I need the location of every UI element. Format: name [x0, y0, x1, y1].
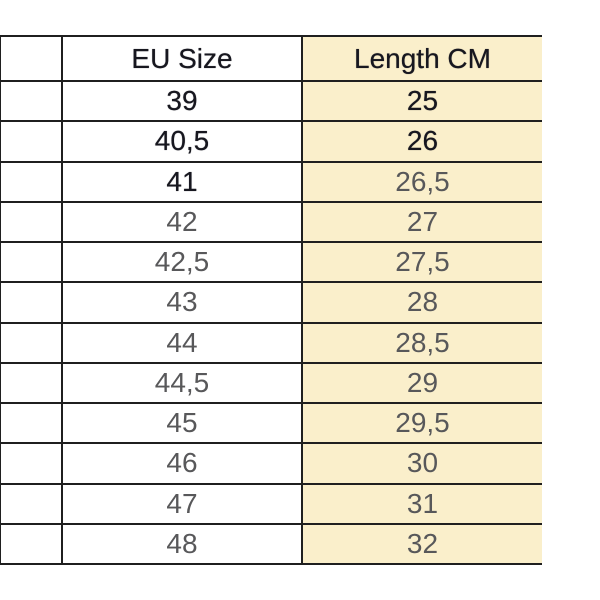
stub-cell — [0, 361, 63, 405]
table-row: 42 27 — [0, 200, 542, 244]
stub-cell — [0, 482, 63, 525]
eu-size-column-header: EU Size — [61, 35, 303, 82]
length-cm-cell: 28,5 — [301, 321, 542, 364]
stub-cell — [0, 200, 63, 244]
table-row: 45 29,5 — [0, 401, 542, 445]
length-cm-cell: 26,5 — [301, 160, 542, 203]
table-row: 40,5 26 — [0, 120, 542, 163]
length-cm-cell: 25 — [301, 79, 542, 123]
eu-size-cell: 45 — [61, 401, 303, 445]
eu-size-cell: 43 — [61, 281, 303, 324]
eu-size-cell: 41 — [61, 160, 303, 203]
stub-column-header — [0, 35, 63, 82]
eu-size-cell: 39 — [61, 79, 303, 123]
stub-cell — [0, 240, 63, 284]
stub-cell — [0, 442, 63, 485]
table-row: 46 30 — [0, 442, 542, 485]
stub-cell — [0, 79, 63, 123]
eu-size-cell: 44,5 — [61, 361, 303, 405]
size-chart-table: EU Size Length CM 39 25 40,5 26 41 26,5 … — [0, 35, 542, 566]
stub-cell — [0, 160, 63, 203]
table-row: 44 28,5 — [0, 321, 542, 364]
eu-size-cell: 40,5 — [61, 120, 303, 163]
length-cm-cell: 32 — [301, 522, 542, 566]
length-cm-cell: 29 — [301, 361, 542, 405]
stub-cell — [0, 120, 63, 163]
length-cm-cell: 31 — [301, 482, 542, 525]
length-cm-column-header: Length CM — [301, 35, 542, 82]
eu-size-cell: 46 — [61, 442, 303, 485]
stub-cell — [0, 401, 63, 445]
table-row: 48 32 — [0, 522, 542, 566]
eu-size-cell: 48 — [61, 522, 303, 566]
length-cm-cell: 26 — [301, 120, 542, 163]
length-cm-cell: 30 — [301, 442, 542, 485]
eu-size-cell: 42,5 — [61, 240, 303, 284]
table-row: 44,5 29 — [0, 361, 542, 405]
length-cm-cell: 27,5 — [301, 240, 542, 284]
length-cm-cell: 28 — [301, 281, 542, 324]
length-cm-cell: 27 — [301, 200, 542, 244]
table-row: 42,5 27,5 — [0, 240, 542, 284]
table-row: 47 31 — [0, 482, 542, 525]
eu-size-cell: 44 — [61, 321, 303, 364]
table-row: 43 28 — [0, 281, 542, 324]
eu-size-cell: 42 — [61, 200, 303, 244]
table-row: 39 25 — [0, 79, 542, 123]
stub-cell — [0, 321, 63, 364]
eu-size-cell: 47 — [61, 482, 303, 525]
table-header-row: EU Size Length CM — [0, 35, 542, 82]
table-row: 41 26,5 — [0, 160, 542, 203]
length-cm-cell: 29,5 — [301, 401, 542, 445]
stub-cell — [0, 281, 63, 324]
stub-cell — [0, 522, 63, 566]
